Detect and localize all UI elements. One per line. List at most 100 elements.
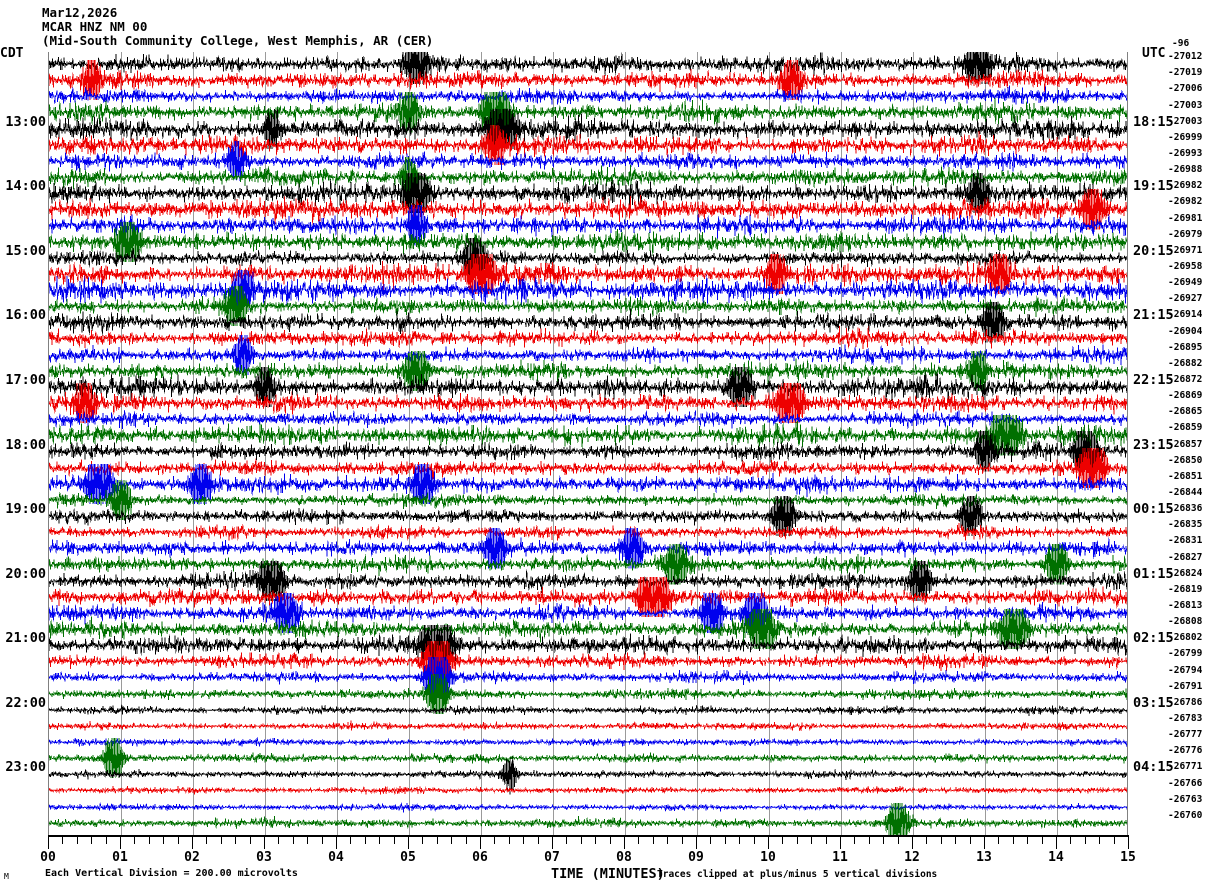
trace-row bbox=[49, 253, 1127, 295]
x-tick-minor bbox=[148, 836, 150, 844]
trace-row bbox=[49, 609, 1127, 650]
x-tick-minor bbox=[235, 836, 237, 844]
header-date: Mar12,2026 bbox=[42, 5, 118, 20]
trace-row bbox=[49, 52, 1127, 85]
gridline-minute-12 bbox=[913, 52, 914, 835]
x-tick-minor bbox=[580, 836, 582, 844]
offset-label: -27003 bbox=[1168, 99, 1203, 111]
trace-row bbox=[49, 770, 1127, 810]
offset-label: -26851 bbox=[1168, 470, 1203, 482]
hour-label-cdt: 13:00 bbox=[5, 113, 46, 130]
x-tick-minor bbox=[753, 836, 755, 844]
x-tick-minor bbox=[494, 836, 496, 844]
header-site: (Mid-South Community College, West Memph… bbox=[42, 33, 434, 48]
x-tick-minor bbox=[278, 836, 280, 844]
trace-row bbox=[49, 641, 1127, 682]
x-tick-major bbox=[912, 836, 913, 849]
x-tick-minor bbox=[1070, 836, 1072, 844]
x-tick-minor bbox=[451, 836, 453, 844]
trace-row bbox=[49, 576, 1127, 618]
trace-row bbox=[49, 334, 1127, 375]
x-tick-minor bbox=[739, 836, 741, 844]
offset-label: -26799 bbox=[1168, 648, 1203, 660]
hour-label-utc: 23:15 bbox=[1133, 436, 1174, 453]
trace-row bbox=[49, 496, 1127, 537]
hour-label-cdt: 19:00 bbox=[5, 501, 46, 518]
gridline-minute-09 bbox=[697, 52, 698, 835]
gridline-minute-06 bbox=[481, 52, 482, 835]
hour-label-utc: 01:15 bbox=[1133, 565, 1174, 582]
trace-row bbox=[49, 205, 1127, 246]
hour-label-cdt: 18:00 bbox=[5, 436, 46, 453]
offset-label: -26914 bbox=[1168, 309, 1203, 321]
offset-label: -27019 bbox=[1168, 67, 1203, 79]
offset-label: -26783 bbox=[1168, 713, 1203, 724]
axis-label-cdt: CDT bbox=[0, 46, 24, 61]
x-tick-minor bbox=[105, 836, 107, 844]
trace-row bbox=[49, 690, 1127, 730]
x-tick-minor bbox=[796, 836, 798, 844]
gridline-minute-03 bbox=[265, 52, 266, 835]
x-axis-line bbox=[48, 835, 1129, 837]
x-tick-minor bbox=[638, 836, 640, 844]
trace-row bbox=[49, 738, 1127, 779]
gridline-minute-04 bbox=[337, 52, 338, 835]
offset-label: -26895 bbox=[1168, 341, 1203, 353]
x-tick-minor bbox=[595, 836, 597, 844]
trace-row bbox=[49, 124, 1127, 165]
offset-label: -26999 bbox=[1168, 131, 1203, 143]
trace-row bbox=[49, 592, 1127, 634]
x-tick-minor bbox=[307, 836, 309, 844]
offset-label: -26958 bbox=[1168, 260, 1203, 272]
x-tick-minor bbox=[508, 836, 510, 844]
x-tick-label: 07 bbox=[544, 850, 560, 865]
gridline-minute-08 bbox=[625, 52, 626, 835]
clip-note: Traces clipped at plus/minus 5 vertical … bbox=[657, 869, 938, 880]
corner-mark: M bbox=[4, 872, 9, 881]
x-tick-major bbox=[840, 836, 841, 849]
offset-label: -26827 bbox=[1168, 551, 1203, 563]
trace-row bbox=[49, 383, 1127, 424]
x-tick-minor bbox=[825, 836, 827, 844]
trace-row bbox=[49, 657, 1127, 698]
offset-label: -26771 bbox=[1168, 761, 1203, 773]
axis-label-utc: UTC bbox=[1142, 46, 1166, 61]
x-tick-minor bbox=[537, 836, 539, 844]
trace-row bbox=[49, 544, 1127, 585]
offset-label: -26824 bbox=[1168, 567, 1203, 579]
x-tick-label: 01 bbox=[112, 850, 128, 865]
offset-label: -26791 bbox=[1168, 680, 1203, 692]
trace-row bbox=[49, 706, 1127, 746]
x-tick-major bbox=[336, 836, 337, 849]
hour-label-utc: 20:15 bbox=[1133, 242, 1174, 259]
gridline-minute-13 bbox=[985, 52, 986, 835]
offset-label: -26813 bbox=[1168, 599, 1203, 611]
offset-label: -26869 bbox=[1168, 390, 1203, 402]
x-tick-minor bbox=[998, 836, 1000, 844]
x-tick-minor bbox=[134, 836, 136, 844]
offset-label: -26857 bbox=[1168, 438, 1203, 450]
trace-row bbox=[49, 189, 1127, 230]
trace-row bbox=[49, 802, 1127, 835]
x-tick-minor bbox=[609, 836, 611, 844]
x-tick-minor bbox=[76, 836, 78, 844]
gridline-minute-14 bbox=[1057, 52, 1058, 835]
header-channel: MCAR HNZ NM 00 bbox=[42, 19, 148, 34]
offset-label: -26882 bbox=[1168, 357, 1203, 369]
x-tick-major bbox=[1056, 836, 1057, 849]
x-tick-label: 10 bbox=[760, 850, 776, 865]
gridline-minute-01 bbox=[121, 52, 122, 835]
x-tick-minor bbox=[955, 836, 957, 844]
x-tick-minor bbox=[206, 836, 208, 844]
x-tick-minor bbox=[350, 836, 352, 844]
x-tick-minor bbox=[926, 836, 928, 844]
x-tick-label: 12 bbox=[904, 850, 920, 865]
offset-label: -26786 bbox=[1168, 696, 1203, 708]
offset-label: -26836 bbox=[1168, 503, 1203, 515]
seismogram-plot-area bbox=[48, 52, 1128, 835]
offset-label: -26777 bbox=[1168, 729, 1203, 741]
trace-row bbox=[49, 399, 1127, 439]
x-tick-major bbox=[696, 836, 697, 849]
offset-label: -26949 bbox=[1168, 277, 1203, 289]
